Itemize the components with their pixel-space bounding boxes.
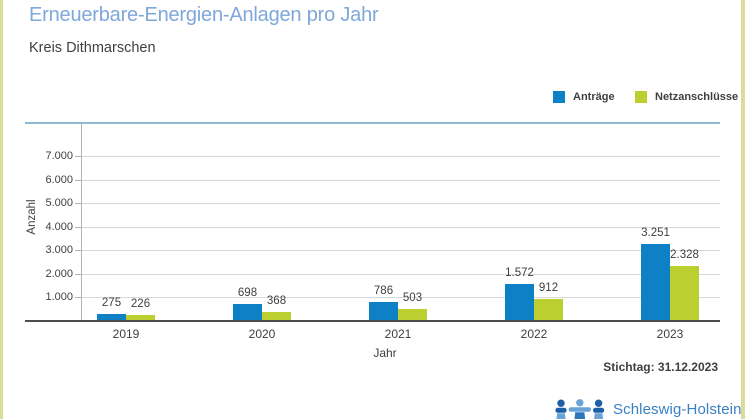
y-tick-6000 [75,179,82,181]
y-tick-label: 5.000 [45,197,73,209]
y-tick-5000 [75,203,82,204]
bar-value-label: 226 [130,298,151,311]
bar-anträge-2022 [505,283,534,321]
bar-value-label: 786 [373,285,394,297]
bar-value-label: 3.251 [641,227,670,240]
bar-value-label: 275 [101,297,122,309]
right-border-strip [741,0,745,419]
y-axis-line [81,124,82,321]
bar-netzanschlüsse-2020 [262,311,291,321]
left-border-strip [0,0,3,419]
legend-label: Anträge [573,91,615,103]
bar-value-label: 368 [266,294,287,307]
x-tick-label: 2020 [248,327,276,341]
report-date: Stichtag: 31.12.2023 [603,360,718,374]
x-tick-label: 2023 [656,327,684,341]
x-tick-label: 2019 [112,327,140,341]
page-subtitle: Kreis Dithmarschen [29,40,156,56]
y-tick-label: 7.000 [45,150,73,162]
bar-netzanschlüsse-2019 [126,315,155,321]
x-axis-title: Jahr [373,346,397,360]
bar-value-label: 1.572 [505,266,534,279]
schleswig-holstein-logo: Schleswig-Holstein [554,399,742,419]
logo-text: Schleswig-Holstein [613,401,742,418]
bar-netzanschlüsse-2022 [534,299,563,321]
y-tick-label: 3.000 [45,244,73,256]
x-tick-label: 2022 [520,327,548,341]
bar-netzanschlüsse-2023 [670,265,699,321]
gridline-6000 [82,179,720,181]
page-title: Erneuerbare-Energien-Anlagen pro Jahr [29,4,379,26]
bar-anträge-2023 [641,244,670,321]
x-axis-line [25,320,720,322]
y-tick-label: 4.000 [45,220,73,233]
gridline-3000 [82,250,720,251]
y-tick-3000 [75,250,82,251]
bar-value-label: 698 [237,287,258,300]
legend-swatch [635,91,647,103]
bar-value-label: 503 [402,291,423,304]
bar-anträge-2019 [97,314,126,321]
bar-value-label: 912 [538,282,559,295]
legend-swatch [553,91,565,103]
y-tick-label: 1.000 [45,291,73,303]
gridline-7000 [82,156,720,157]
bar-anträge-2020 [233,304,262,321]
gridline-1000 [82,297,720,298]
y-tick-label: 6.000 [45,173,73,186]
y-tick-4000 [75,226,82,228]
gridline-2000 [82,273,720,275]
bar-netzanschlüsse-2021 [398,308,427,321]
y-tick-7000 [75,156,82,157]
legend-item-antraege: Anträge [553,90,615,104]
y-tick-1000 [75,297,82,298]
gridline-5000 [82,203,720,204]
y-tick-label: 2.000 [45,267,73,280]
bar-anträge-2021 [369,302,398,321]
bar-value-label: 2.328 [670,248,699,261]
chart-top-border [25,122,720,124]
y-tick-2000 [75,273,82,275]
legend-item-netzanschluesse: Netzanschlüsse [635,90,738,104]
legend-label: Netzanschlüsse [655,91,739,103]
schleswig-holstein-logo-icon [555,399,605,419]
gridline-4000 [82,226,720,228]
x-tick-label: 2021 [384,327,412,341]
